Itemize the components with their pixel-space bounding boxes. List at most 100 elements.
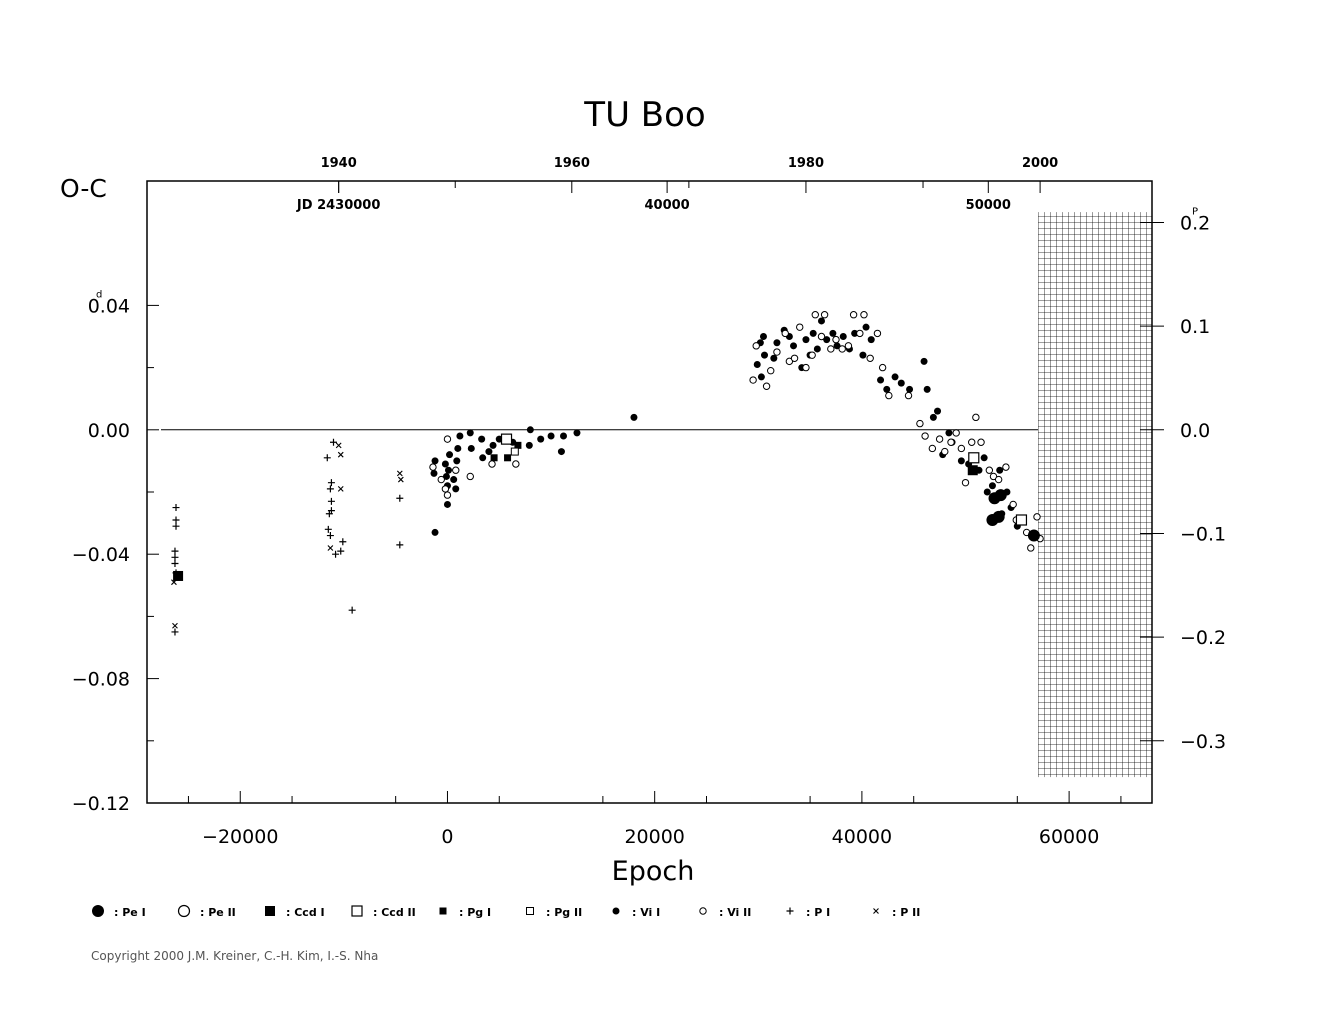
y2-tick-label: −0.3 — [1180, 731, 1226, 753]
data-point — [994, 475, 1003, 484]
y2-tick-label: 0.2 — [1180, 212, 1210, 234]
data-point — [560, 432, 568, 440]
data-point — [897, 379, 905, 387]
data-point — [972, 413, 980, 422]
jd-label: 50000 — [966, 198, 1011, 213]
data-point — [945, 429, 953, 437]
data-point — [452, 485, 460, 493]
data-point — [327, 545, 334, 551]
series-pg-i — [490, 441, 522, 462]
data-point — [762, 382, 771, 390]
data-point — [526, 426, 534, 434]
data-point — [980, 454, 988, 462]
data-point — [326, 532, 334, 540]
data-point — [456, 432, 464, 440]
legend-label: : P II — [892, 906, 920, 919]
legend-marker — [699, 907, 707, 915]
x-tick-label: 40000 — [832, 826, 892, 848]
jd-label: JD 2430000 — [296, 198, 380, 213]
y-unit-label: d — [96, 289, 102, 300]
y2-unit-label: P — [1192, 206, 1198, 217]
data-point — [547, 432, 555, 440]
x-tick-label: 0 — [441, 826, 453, 848]
data-point — [500, 433, 513, 445]
jd-label: 40000 — [644, 198, 689, 213]
data-point — [489, 441, 497, 449]
y-tick-label: 0.04 — [88, 295, 130, 317]
data-point — [431, 457, 439, 465]
data-point — [172, 504, 180, 512]
data-point — [488, 460, 496, 468]
data-point — [445, 466, 452, 474]
data-point — [441, 460, 449, 468]
data-point — [867, 336, 875, 344]
data-point — [450, 476, 458, 484]
data-point — [916, 419, 924, 428]
y-axis-label: O-C — [60, 174, 107, 203]
legend-marker — [439, 907, 447, 915]
data-point — [172, 622, 178, 629]
legend-marker — [177, 904, 191, 918]
data-point — [813, 345, 821, 353]
data-point — [437, 475, 445, 484]
data-point — [396, 494, 404, 502]
data-point — [829, 329, 837, 337]
data-point — [525, 441, 533, 449]
data-point — [811, 311, 819, 319]
y-tick-label: 0.00 — [88, 420, 130, 442]
data-point — [490, 454, 498, 462]
data-point — [749, 376, 757, 384]
hatched-region — [1038, 212, 1152, 778]
series-pe-i — [986, 489, 1040, 542]
legend-label: : Ccd II — [373, 906, 416, 919]
data-point — [397, 476, 404, 483]
data-point — [467, 444, 475, 452]
data-point — [994, 489, 1007, 502]
data-point — [630, 413, 638, 421]
data-point — [862, 323, 870, 331]
data-point — [443, 500, 451, 508]
data-point — [1002, 463, 1010, 471]
data-point — [323, 454, 331, 462]
data-point — [452, 466, 460, 474]
data-point — [952, 429, 960, 437]
data-point — [1033, 513, 1041, 521]
data-point — [348, 606, 356, 614]
legend-marker — [351, 905, 363, 917]
data-point — [988, 482, 996, 490]
data-point — [171, 560, 179, 568]
data-point — [173, 570, 184, 581]
data-point — [929, 413, 937, 421]
y2-tick-label: 0.1 — [1180, 316, 1210, 338]
data-point — [851, 329, 859, 337]
data-point — [781, 329, 789, 338]
data-point — [537, 435, 545, 443]
hatched-band — [1038, 212, 1152, 778]
data-point — [339, 538, 347, 546]
data-point — [856, 329, 864, 338]
series-pg-ii — [510, 447, 519, 456]
x-tick-label: 60000 — [1039, 826, 1099, 848]
data-point — [809, 329, 817, 337]
data-point — [327, 497, 335, 505]
data-point — [327, 479, 335, 487]
data-point — [466, 429, 474, 437]
data-point — [454, 444, 462, 452]
data-point — [957, 457, 965, 465]
legend-marker — [265, 906, 275, 916]
data-point — [968, 452, 980, 464]
data-point — [172, 522, 180, 530]
data-point — [332, 550, 340, 558]
data-point — [859, 351, 867, 359]
data-point — [1015, 514, 1028, 526]
data-point — [773, 339, 781, 347]
data-point — [773, 348, 781, 356]
data-point — [796, 323, 804, 331]
data-point — [1027, 544, 1035, 552]
data-point — [172, 569, 180, 577]
data-point — [891, 373, 899, 381]
data-point — [512, 460, 520, 468]
y2-tick-label: −0.2 — [1180, 627, 1226, 649]
data-point — [504, 454, 512, 462]
